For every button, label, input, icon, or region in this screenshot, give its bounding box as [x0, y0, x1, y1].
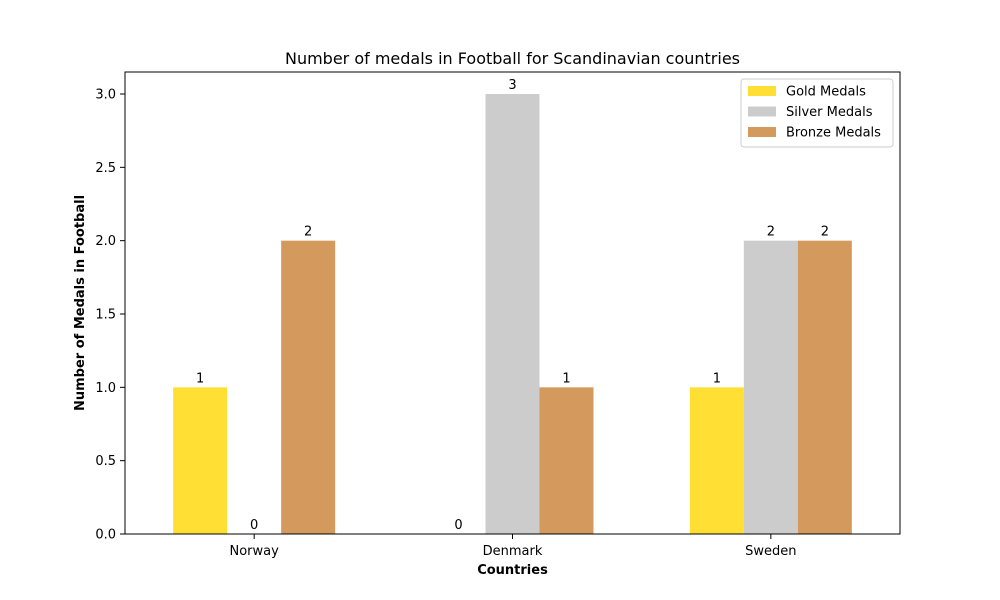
plot-area: 1 0 1 0 3 2 2 1 2 0.0 0.5 1.0 1.5 2.0 2.5 3.0 Norway Denm…: [95, 71, 901, 559]
legend-label: Gold Medals: [786, 85, 866, 100]
x-tick-label: Sweden: [745, 544, 796, 559]
legend-swatch: [748, 86, 776, 96]
legend-swatch: [748, 127, 776, 137]
data-label: 0: [454, 518, 462, 533]
bar-bronze-medals-sweden: [797, 240, 852, 534]
data-label: 1: [196, 371, 204, 386]
y-tick-label: 1.5: [95, 308, 116, 323]
y-tick-label: 2.0: [95, 234, 116, 249]
y-tick-label: 0.5: [95, 454, 116, 469]
data-label: 2: [821, 225, 829, 240]
chart-title: Number of medals in Football for Scandin…: [285, 49, 740, 68]
y-tick-label: 1.0: [95, 381, 116, 396]
data-label: 0: [250, 518, 258, 533]
data-label: 2: [767, 225, 775, 240]
bar-gold-medals-sweden: [689, 387, 744, 534]
y-tick-label: 2.5: [95, 161, 116, 176]
bar-bronze-medals-norway: [281, 240, 336, 534]
data-label: 2: [304, 225, 312, 240]
legend: Gold Medals Silver Medals Bronze Medals: [740, 78, 894, 148]
y-axis-label: Number of Medals in Football: [73, 195, 88, 411]
bar-bronze-medals-denmark: [539, 387, 594, 534]
legend-label: Silver Medals: [786, 105, 873, 120]
y-tick-label: 0.0: [95, 528, 116, 543]
bar-silver-medals-sweden: [743, 240, 798, 534]
legend-label: Bronze Medals: [786, 126, 881, 141]
data-label: 1: [713, 371, 721, 386]
x-tick-label: Denmark: [483, 544, 543, 559]
data-label: 3: [508, 78, 516, 93]
y-tick-label: 3.0: [95, 88, 116, 103]
bar-silver-medals-denmark: [485, 94, 540, 534]
x-axis-label: Countries: [477, 563, 548, 578]
x-tick-label: Norway: [230, 544, 280, 559]
bar-gold-medals-norway: [173, 387, 228, 534]
data-label: 1: [562, 371, 570, 386]
legend-box: [740, 78, 894, 148]
legend-swatch: [748, 106, 776, 117]
